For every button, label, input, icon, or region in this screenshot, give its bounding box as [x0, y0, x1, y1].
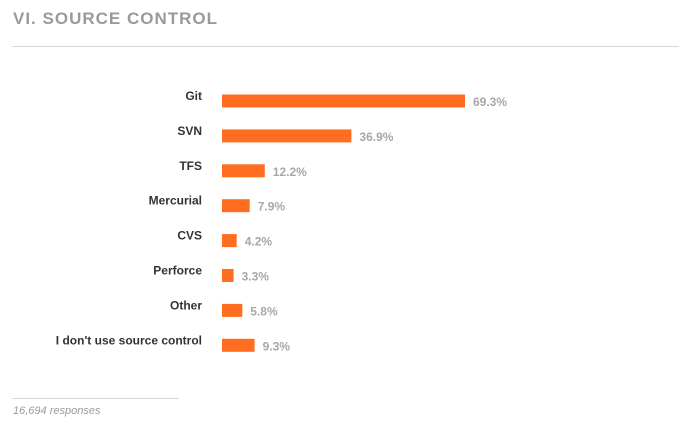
- value-label: 4.2%: [245, 235, 273, 249]
- bar: [222, 269, 234, 282]
- bar-chart: Git 69.3% SVN 36.9% TFS 12.2% Mercurial 7.9% CVS…: [56, 89, 508, 353]
- bar: [222, 338, 255, 352]
- value-label: 5.8%: [250, 304, 278, 318]
- category-label: I don't use source control: [56, 333, 202, 347]
- category-label: Perforce: [153, 264, 202, 278]
- bar: [222, 234, 237, 248]
- value-label: 9.3%: [263, 339, 291, 353]
- title-divider: [12, 46, 679, 47]
- bar: [222, 129, 352, 143]
- footer-divider: [12, 398, 179, 399]
- bar: [222, 303, 243, 317]
- category-label: TFS: [179, 159, 202, 173]
- section-title: VI. SOURCE CONTROL: [13, 9, 219, 28]
- value-label: 36.9%: [359, 130, 393, 144]
- value-label: 69.3%: [473, 95, 507, 109]
- category-label: Mercurial: [149, 194, 202, 208]
- bar: [222, 164, 265, 178]
- category-label: Other: [170, 298, 202, 312]
- value-label: 3.3%: [242, 270, 270, 284]
- bar: [222, 94, 465, 108]
- category-label: CVS: [177, 229, 202, 243]
- bar: [222, 199, 250, 213]
- response-count: 16,694 responses: [13, 405, 101, 417]
- value-label: 7.9%: [258, 200, 286, 214]
- value-label: 12.2%: [273, 165, 307, 179]
- category-label: SVN: [177, 124, 202, 138]
- category-label: Git: [185, 89, 202, 103]
